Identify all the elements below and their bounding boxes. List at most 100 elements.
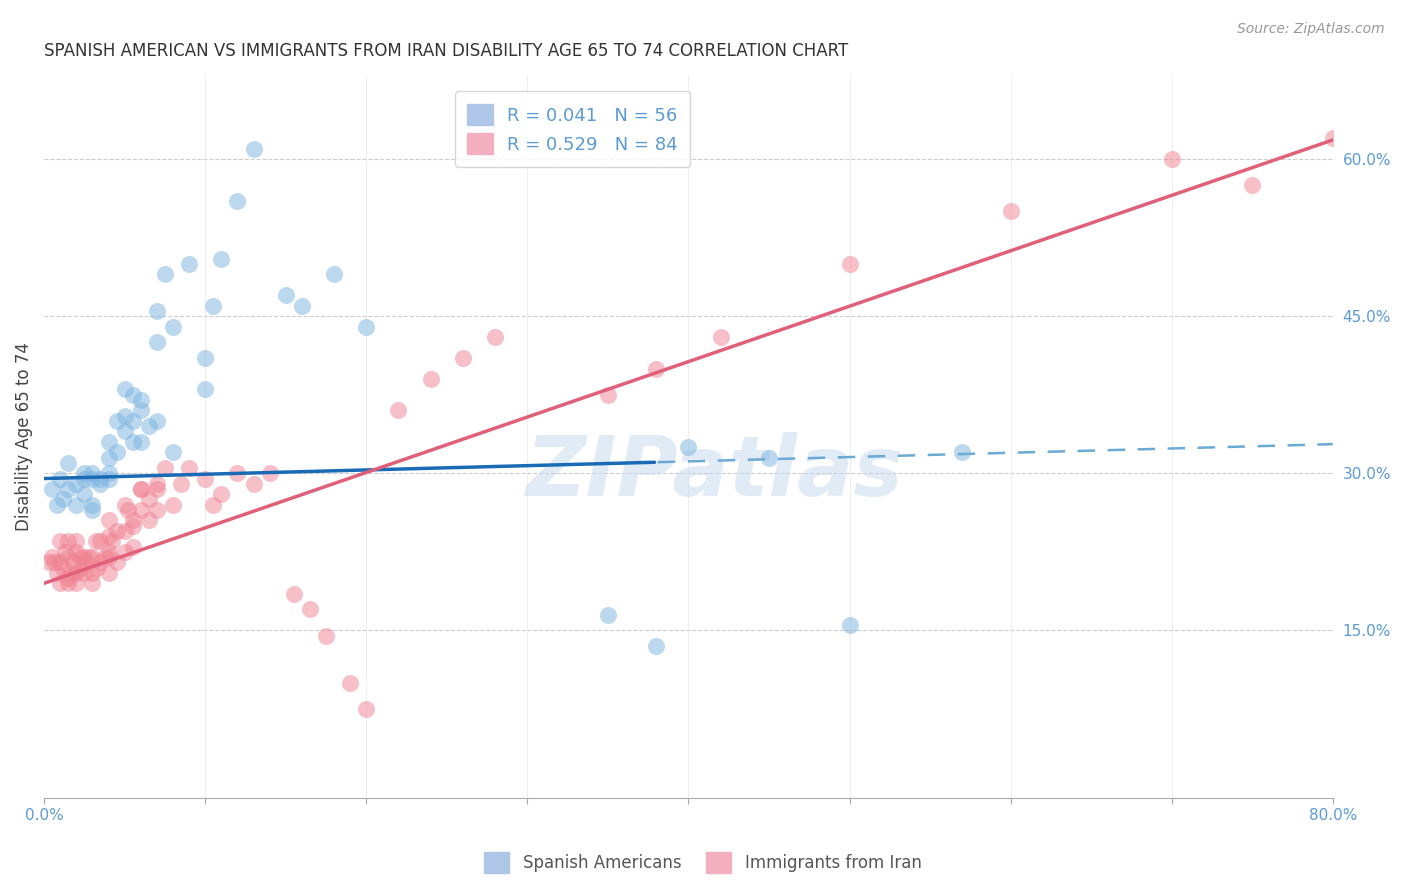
- Point: [1160, 152, 1182, 166]
- Point: [838, 618, 860, 632]
- Point: [97, 566, 120, 580]
- Point: [645, 639, 668, 653]
- Point: [82, 576, 104, 591]
- Point: [339, 675, 361, 690]
- Point: [105, 445, 128, 459]
- Point: [65, 476, 87, 491]
- Point: [58, 576, 80, 591]
- Point: [62, 555, 84, 569]
- Point: [58, 456, 80, 470]
- Point: [484, 330, 506, 344]
- Point: [202, 299, 225, 313]
- Point: [41, 550, 63, 565]
- Point: [70, 560, 93, 574]
- Point: [323, 267, 346, 281]
- Point: [645, 361, 668, 376]
- Point: [209, 252, 232, 266]
- Point: [60, 566, 83, 580]
- Point: [65, 566, 87, 580]
- Point: [53, 545, 76, 559]
- Point: [153, 267, 176, 281]
- Point: [105, 524, 128, 538]
- Point: [114, 498, 136, 512]
- Point: [283, 587, 305, 601]
- Point: [49, 576, 72, 591]
- Point: [162, 445, 184, 459]
- Point: [73, 471, 96, 485]
- Point: [82, 498, 104, 512]
- Point: [121, 540, 143, 554]
- Point: [387, 403, 409, 417]
- Point: [69, 550, 91, 565]
- Point: [65, 576, 87, 591]
- Point: [94, 550, 117, 565]
- Point: [121, 388, 143, 402]
- Point: [97, 513, 120, 527]
- Point: [138, 419, 160, 434]
- Point: [97, 471, 120, 485]
- Point: [84, 534, 107, 549]
- Point: [291, 299, 314, 313]
- Point: [58, 550, 80, 565]
- Y-axis label: Disability Age 65 to 74: Disability Age 65 to 74: [15, 343, 32, 531]
- Point: [49, 471, 72, 485]
- Point: [356, 702, 378, 716]
- Point: [129, 403, 152, 417]
- Point: [146, 482, 169, 496]
- Point: [65, 534, 87, 549]
- Point: [194, 471, 217, 485]
- Point: [1000, 204, 1022, 219]
- Point: [242, 476, 264, 491]
- Point: [82, 566, 104, 580]
- Point: [129, 503, 152, 517]
- Point: [194, 351, 217, 365]
- Point: [114, 524, 136, 538]
- Text: ZIPatlas: ZIPatlas: [526, 433, 903, 513]
- Point: [100, 534, 122, 549]
- Point: [97, 550, 120, 565]
- Point: [58, 482, 80, 496]
- Point: [153, 461, 176, 475]
- Point: [52, 492, 75, 507]
- Point: [838, 257, 860, 271]
- Point: [89, 476, 111, 491]
- Point: [89, 555, 111, 569]
- Point: [226, 194, 249, 208]
- Point: [77, 550, 100, 565]
- Point: [129, 482, 152, 496]
- Point: [678, 440, 700, 454]
- Point: [114, 409, 136, 423]
- Point: [170, 476, 193, 491]
- Point: [596, 607, 619, 622]
- Point: [138, 513, 160, 527]
- Point: [97, 434, 120, 449]
- Point: [242, 142, 264, 156]
- Point: [82, 503, 104, 517]
- Point: [58, 571, 80, 585]
- Point: [114, 425, 136, 439]
- Point: [259, 467, 281, 481]
- Point: [46, 566, 69, 580]
- Point: [146, 304, 169, 318]
- Point: [97, 545, 120, 559]
- Point: [73, 550, 96, 565]
- Point: [121, 513, 143, 527]
- Point: [114, 545, 136, 559]
- Point: [274, 288, 297, 302]
- Point: [38, 555, 60, 569]
- Point: [356, 319, 378, 334]
- Point: [73, 487, 96, 501]
- Point: [950, 445, 973, 459]
- Point: [129, 482, 152, 496]
- Point: [73, 467, 96, 481]
- Point: [89, 471, 111, 485]
- Point: [177, 257, 200, 271]
- Point: [49, 555, 72, 569]
- Point: [177, 461, 200, 475]
- Point: [73, 566, 96, 580]
- Point: [82, 471, 104, 485]
- Point: [315, 629, 337, 643]
- Point: [194, 383, 217, 397]
- Point: [129, 434, 152, 449]
- Point: [209, 487, 232, 501]
